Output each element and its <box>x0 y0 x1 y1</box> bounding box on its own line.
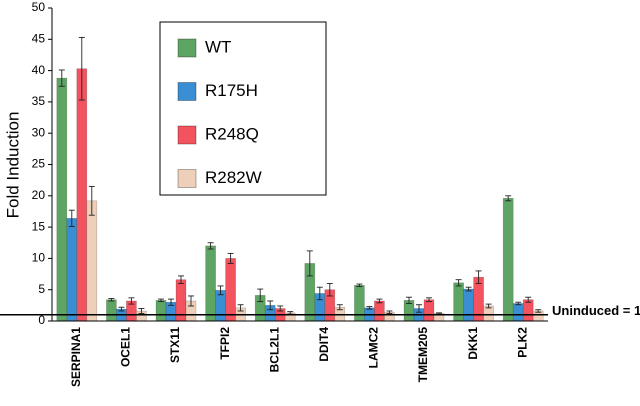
error-bar <box>168 298 174 306</box>
error-bar <box>188 295 194 307</box>
bar <box>155 300 167 322</box>
bar <box>66 218 78 322</box>
error-bar <box>108 298 115 302</box>
error-bar <box>336 304 343 311</box>
bar <box>522 299 534 322</box>
y-tick-label: 15 <box>32 219 46 233</box>
bar <box>463 288 474 322</box>
legend-swatch <box>177 38 197 58</box>
error-bar <box>217 285 224 296</box>
error-bar <box>68 209 75 227</box>
error-bar <box>426 297 432 303</box>
y-tick-label: 40 <box>32 63 46 77</box>
x-tick-label: TMEM205 <box>416 327 430 383</box>
x-tick-label: TFPI2 <box>218 327 232 360</box>
error-bar <box>505 195 512 202</box>
bar <box>56 77 68 322</box>
bar <box>225 258 236 322</box>
y-tick-label: 0 <box>38 313 45 327</box>
error-bar <box>207 242 214 250</box>
error-bar <box>386 310 393 314</box>
bar <box>86 200 98 322</box>
error-bar <box>277 305 284 312</box>
x-tick-label: DDIT4 <box>317 327 331 362</box>
bar <box>374 300 385 322</box>
bar <box>106 299 117 322</box>
y-tick-label: 10 <box>32 251 46 265</box>
error-bar <box>356 283 363 288</box>
bar <box>502 198 514 322</box>
error-bar <box>416 304 422 313</box>
x-tick-label: BCL2L1 <box>267 327 281 373</box>
error-bar <box>58 69 65 87</box>
legend-label: WT <box>205 37 231 56</box>
error-bar <box>227 252 234 264</box>
x-tick-label: SERPINA1 <box>69 327 83 387</box>
reference-label: Uninduced = 1 <box>552 303 640 318</box>
x-tick-label: PLK2 <box>515 327 529 358</box>
bar <box>354 285 365 322</box>
legend-swatch <box>177 82 197 101</box>
error-bar <box>118 306 125 312</box>
x-tick-label: OCEL1 <box>119 327 133 367</box>
y-tick-label: 30 <box>32 125 46 139</box>
legend-label: R282W <box>205 168 262 187</box>
error-bar <box>475 270 482 284</box>
y-axis-label: Fold Induction <box>3 112 22 219</box>
error-bar <box>306 250 313 277</box>
error-bar <box>455 279 462 287</box>
error-bar <box>406 296 412 304</box>
error-bar <box>465 286 472 292</box>
error-bar <box>237 304 244 312</box>
x-tick-label: DKK1 <box>466 327 480 360</box>
legend-swatch <box>177 125 197 145</box>
error-bar <box>535 309 542 313</box>
y-tick-label: 5 <box>38 282 45 296</box>
bar <box>512 303 524 322</box>
legend-label: R248Q <box>205 124 259 143</box>
legend-swatch <box>177 169 197 188</box>
x-tick-label: STX11 <box>168 327 182 363</box>
bar <box>76 68 88 322</box>
error-bar <box>257 288 264 303</box>
error-bar <box>178 275 184 284</box>
error-bar <box>326 282 333 297</box>
legend-label: R175H <box>205 81 258 100</box>
error-bar <box>376 298 383 304</box>
error-bar <box>138 308 145 314</box>
error-bar <box>515 301 522 306</box>
y-tick-label: 35 <box>32 94 46 108</box>
error-bar <box>267 300 274 311</box>
error-bar <box>366 306 373 310</box>
y-tick-label: 25 <box>32 157 46 171</box>
y-tick-label: 20 <box>32 188 46 202</box>
error-bar <box>316 286 323 301</box>
bar <box>205 245 216 322</box>
x-tick-label: LAMC2 <box>367 327 381 369</box>
y-tick-label: 45 <box>32 31 46 45</box>
error-bar <box>88 185 95 216</box>
error-bar <box>158 298 164 303</box>
y-tick-label: 50 <box>32 0 46 14</box>
bar <box>423 299 435 322</box>
error-bar <box>525 296 532 303</box>
error-bar <box>128 297 135 305</box>
error-bar <box>78 36 85 101</box>
error-bar <box>485 303 492 309</box>
